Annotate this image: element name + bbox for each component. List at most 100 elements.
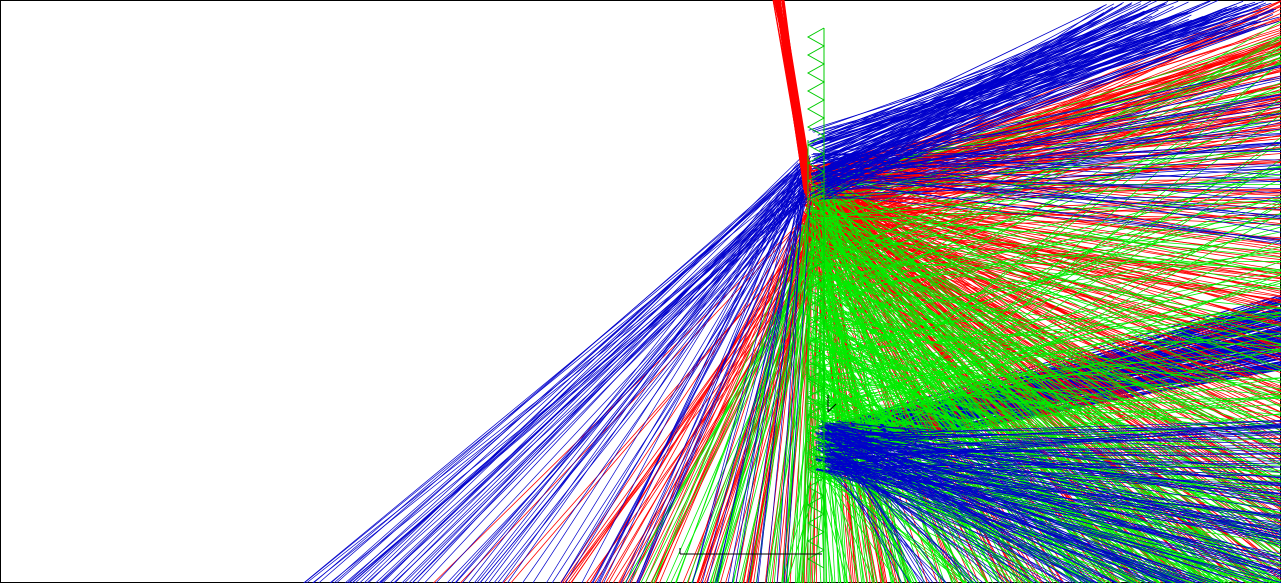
blue-ray — [824, 466, 1281, 558]
green-ray — [807, 347, 1281, 549]
blue-ray — [435, 184, 809, 583]
blue-ray — [812, 3, 1115, 165]
blue-ray — [818, 456, 1281, 572]
green-ray — [813, 198, 1281, 290]
blue-ray — [776, 159, 806, 583]
green-ray — [829, 174, 1213, 583]
green-ray — [817, 398, 859, 583]
green-ray — [809, 227, 912, 583]
blue-ray — [826, 181, 1281, 242]
green-ray — [816, 202, 1054, 583]
blue-ray — [827, 21, 1258, 188]
green-ray — [828, 193, 1281, 524]
green-ray — [826, 296, 1281, 499]
blue-ray — [824, 430, 971, 583]
blue-ray — [830, 453, 1268, 583]
green-ray — [624, 255, 817, 583]
blue-ray — [827, 457, 1028, 583]
blue-ray — [313, 156, 812, 583]
blue-ray — [532, 155, 810, 583]
red-scattered-ray — [817, 184, 1281, 251]
green-ray — [827, 223, 1281, 382]
red-scattered-ray — [645, 208, 809, 583]
blue-ray — [821, 66, 1281, 165]
green-ray — [829, 227, 953, 583]
blue-ray — [522, 189, 799, 583]
red-scattered-ray — [510, 236, 809, 583]
blue-ray — [826, 173, 1281, 227]
blue-ray — [811, 156, 1281, 183]
blue-ray — [820, 180, 1281, 195]
red-scattered-ray — [820, 189, 1030, 583]
blue-ray — [824, 79, 1281, 185]
blue-ray — [706, 197, 808, 583]
blue-ray — [830, 469, 1281, 477]
blue-ray — [829, 75, 1281, 195]
blue-ray — [821, 161, 1281, 166]
blue-ray — [497, 189, 811, 583]
red-scattered-ray — [820, 189, 1281, 191]
blue-ray — [348, 199, 802, 583]
green-ray — [797, 464, 813, 583]
blue-ray — [701, 177, 809, 583]
green-ray — [813, 259, 1274, 583]
blue-ray — [389, 163, 812, 583]
blue-ray — [828, 122, 1281, 186]
green-ray — [748, 246, 814, 583]
blue-ray — [757, 157, 805, 583]
blue-ray — [815, 433, 1281, 444]
green-ray — [787, 271, 827, 583]
green-ray — [808, 338, 1281, 545]
blue-ray — [303, 168, 805, 583]
green-ray — [828, 260, 1281, 266]
blue-ray-fan — [303, 0, 1281, 583]
blue-ray — [810, 9, 1150, 195]
blue-ray — [468, 162, 799, 583]
blue-ray — [333, 163, 807, 583]
blue-ray — [838, 446, 1281, 566]
blue-ray — [818, 424, 1281, 544]
green-ray — [824, 478, 1061, 583]
green-ray — [810, 259, 1281, 558]
green-ray — [814, 111, 1281, 299]
blue-ray — [815, 19, 1189, 162]
blue-ray — [826, 180, 1281, 245]
green-ray — [811, 142, 1281, 441]
blue-ray — [831, 427, 1281, 460]
blue-ray — [827, 454, 1072, 583]
blue-ray — [832, 448, 1243, 583]
blue-ray — [838, 432, 1153, 583]
green-ray — [809, 174, 1281, 220]
green-ray — [811, 224, 1281, 295]
blue-ray — [833, 441, 1281, 511]
blue-ray — [638, 185, 806, 583]
red-incident-ray — [781, 0, 811, 200]
blue-ray — [416, 171, 799, 583]
blue-ray — [828, 469, 1281, 583]
red-scattered-ray — [801, 4, 1281, 222]
green-ray — [811, 52, 1281, 199]
blue-ray — [597, 168, 801, 583]
green-ray — [825, 166, 1281, 366]
green-ray — [829, 230, 1230, 583]
blue-ray — [820, 167, 1281, 200]
green-ray — [691, 286, 803, 583]
green-ray — [821, 217, 1281, 294]
blue-ray — [825, 431, 1099, 583]
green-ray — [812, 35, 1281, 304]
green-ray — [812, 249, 1281, 534]
blue-ray — [404, 188, 802, 583]
green-ray — [686, 268, 806, 583]
green-ray — [825, 312, 1281, 326]
green-ray — [818, 201, 1281, 472]
blue-ray — [819, 426, 1281, 434]
blue-ray — [807, 23, 1252, 166]
green-ray — [805, 165, 1281, 263]
blue-ray — [816, 468, 1199, 583]
green-ray — [816, 259, 1281, 399]
green-ray — [825, 199, 1281, 288]
blue-ray — [817, 142, 1281, 171]
blue-ray — [747, 186, 805, 583]
